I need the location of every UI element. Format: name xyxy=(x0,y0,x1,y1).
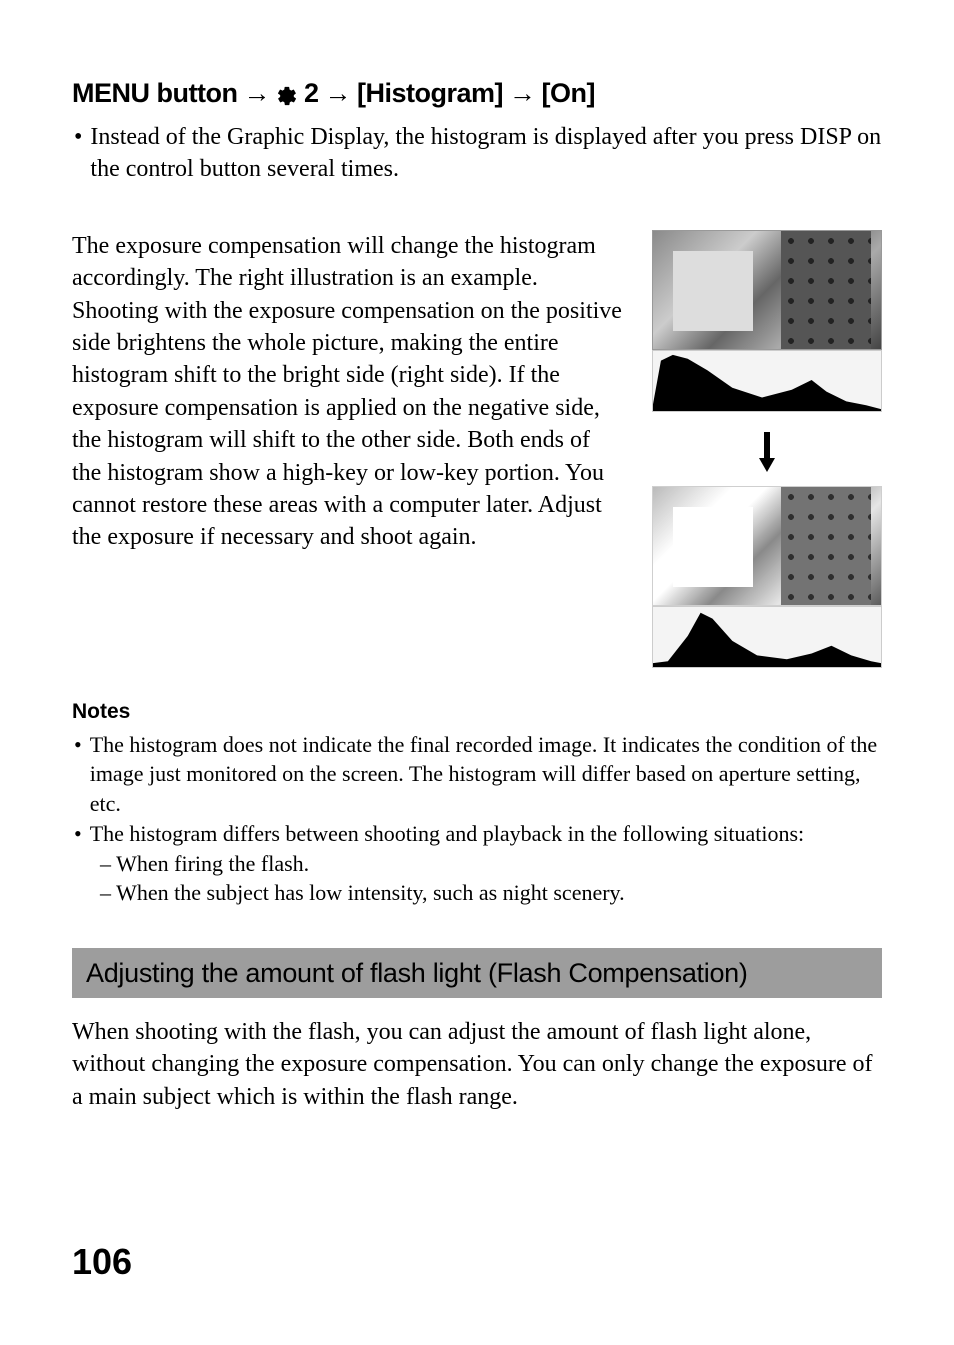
arrow-icon: → xyxy=(509,78,536,109)
section-heading-bar: Adjusting the amount of flash light (Fla… xyxy=(72,948,882,998)
histogram-dark-path xyxy=(653,355,881,411)
histogram-bright-path xyxy=(653,613,881,667)
bullet-dot: • xyxy=(74,121,82,186)
bullet-dot: • xyxy=(74,819,82,849)
down-arrow-icon xyxy=(757,432,777,472)
notes-heading: Notes xyxy=(72,700,882,724)
sample-photo-bright xyxy=(652,486,882,606)
sample-photo-dark xyxy=(652,230,882,350)
illustration-column xyxy=(652,230,882,668)
note-text: The histogram does not indicate the fina… xyxy=(90,730,882,819)
page-number: 106 xyxy=(72,1241,132,1283)
menu-number: 2 xyxy=(304,78,319,109)
exposure-paragraph: The exposure compensation will change th… xyxy=(72,230,622,668)
bullet-dot: • xyxy=(74,730,82,819)
menu-value: [On] xyxy=(542,78,595,109)
note-sub-item: – When firing the flash. xyxy=(72,849,882,879)
note-item: • The histogram differs between shooting… xyxy=(72,819,882,849)
note-sub-item: – When the subject has low intensity, su… xyxy=(72,878,882,908)
gear-icon xyxy=(276,83,298,105)
note-text: The histogram differs between shooting a… xyxy=(90,819,804,849)
arrow-icon: → xyxy=(324,78,351,109)
instead-note: • Instead of the Graphic Display, the hi… xyxy=(72,121,882,186)
histogram-bright xyxy=(652,606,882,668)
notes-list: • The histogram does not indicate the fi… xyxy=(72,730,882,908)
menu-item: [Histogram] xyxy=(357,78,503,109)
arrow-icon: → xyxy=(243,78,270,109)
instead-note-text: Instead of the Graphic Display, the hist… xyxy=(90,121,882,186)
note-item: • The histogram does not indicate the fi… xyxy=(72,730,882,819)
menu-path-heading: MENU button → 2 → [Histogram] → [On] xyxy=(72,78,882,109)
exposure-section: The exposure compensation will change th… xyxy=(72,230,882,668)
histogram-dark xyxy=(652,350,882,412)
flash-paragraph: When shooting with the flash, you can ad… xyxy=(72,1016,882,1113)
menu-button-label: MENU button xyxy=(72,78,237,109)
